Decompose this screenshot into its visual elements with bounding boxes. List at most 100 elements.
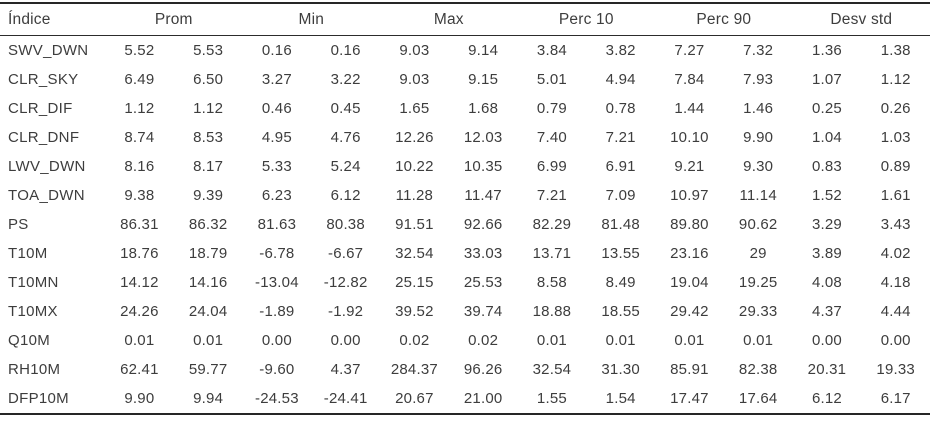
- cell: 0.00: [880, 332, 911, 349]
- row-label: T10M: [8, 245, 48, 262]
- cell: 14.16: [188, 274, 228, 291]
- cell: 6.91: [605, 158, 636, 175]
- cell: -12.82: [323, 274, 368, 291]
- cell: 4.37: [330, 361, 361, 378]
- table-row: LWV_DWN 8.16 8.17 5.33 5.24 10.22 10.35 6.99 6.9…: [0, 152, 930, 181]
- cell: 9.39: [193, 187, 224, 204]
- cell: 0.89: [880, 158, 911, 175]
- cell: 86.31: [120, 216, 159, 233]
- cell: 19.33: [876, 361, 915, 378]
- cell: 3.43: [880, 216, 911, 233]
- cell: 6.12: [811, 390, 842, 407]
- cell: 9.14: [468, 42, 499, 59]
- cell: 6.99: [536, 158, 567, 175]
- table-row: CLR_DIF 1.12 1.12 0.46 0.45 1.65 1.68 0.79 0.78 1…: [0, 94, 930, 123]
- cell: 3.89: [811, 245, 842, 262]
- cell: 8.49: [605, 274, 636, 291]
- cell: 23.16: [670, 245, 709, 262]
- cell: 8.17: [193, 158, 224, 175]
- table-row: SWV_DWN 5.52 5.53 0.16 0.16 9.03 9.14 3.84 3.82 7…: [0, 36, 930, 66]
- cell: 0.01: [536, 332, 567, 349]
- cell: 82.38: [738, 361, 778, 378]
- cell: 1.65: [399, 100, 430, 117]
- cell: 32.54: [532, 361, 572, 378]
- header-row: Índice Prom Min Max Perc 10 Perc 90 Desv…: [0, 3, 930, 36]
- cell: 6.23: [261, 187, 292, 204]
- cell: 1.36: [811, 42, 842, 59]
- cell: 0.79: [536, 100, 567, 117]
- row-label: SWV_DWN: [8, 42, 89, 59]
- row-label: T10MX: [8, 303, 58, 320]
- cell: 9.03: [399, 71, 430, 88]
- column-header-indice: Índice: [0, 3, 105, 36]
- cell: 7.21: [536, 187, 567, 204]
- cell: 0.02: [399, 332, 430, 349]
- cell: 0.00: [261, 332, 292, 349]
- cell: 25.53: [463, 274, 503, 291]
- cell: 20.31: [807, 361, 847, 378]
- cell: 6.12: [330, 187, 361, 204]
- cell: 0.01: [124, 332, 155, 349]
- cell: 29.42: [670, 303, 709, 320]
- cell: 0.02: [468, 332, 499, 349]
- row-label: RH10M: [8, 361, 61, 378]
- cell: 7.93: [743, 71, 774, 88]
- cell: 96.26: [463, 361, 503, 378]
- row-label: DFP10M: [8, 390, 69, 407]
- statistics-table-container: Índice Prom Min Max Perc 10 Perc 90 Desv…: [0, 2, 930, 415]
- cell: 11.14: [739, 187, 777, 204]
- cell: 90.62: [738, 216, 778, 233]
- table-row: T10MX 24.26 24.04 -1.89 -1.92 39.52 39.74 18.88…: [0, 297, 930, 326]
- cell: 0.01: [605, 332, 636, 349]
- cell: -6.78: [259, 245, 295, 262]
- cell: 91.51: [395, 216, 434, 233]
- cell: 4.44: [880, 303, 911, 320]
- cell: 62.41: [120, 361, 159, 378]
- cell: 18.88: [532, 303, 572, 320]
- cell: 0.16: [261, 42, 292, 59]
- cell: 7.40: [536, 129, 567, 146]
- cell: 3.27: [261, 71, 292, 88]
- cell: 5.52: [124, 42, 155, 59]
- cell: 4.37: [811, 303, 842, 320]
- cell: 6.17: [880, 390, 911, 407]
- table-row: T10M 18.76 18.79 -6.78 -6.67 32.54 33.03 13.71 1…: [0, 239, 930, 268]
- cell: 1.07: [811, 71, 842, 88]
- cell: -1.92: [328, 303, 364, 320]
- cell: 7.32: [743, 42, 774, 59]
- cell: 10.10: [670, 129, 709, 146]
- cell: 0.00: [811, 332, 842, 349]
- cell: 18.79: [188, 245, 228, 262]
- cell: 31.30: [601, 361, 640, 378]
- row-label: PS: [8, 216, 29, 233]
- cell: 6.50: [193, 71, 224, 88]
- column-header-desv-std: Desv std: [792, 3, 930, 36]
- cell: 39.74: [463, 303, 503, 320]
- column-header-perc10: Perc 10: [517, 3, 656, 36]
- cell: -24.41: [323, 390, 368, 407]
- row-label: CLR_DIF: [8, 100, 73, 117]
- table-row: TOA_DWN 9.38 9.39 6.23 6.12 11.28 11.47 7.21 7.0…: [0, 181, 930, 210]
- cell: -24.53: [255, 390, 299, 407]
- cell: 3.82: [605, 42, 636, 59]
- cell: 1.04: [811, 129, 842, 146]
- cell: 80.38: [326, 216, 365, 233]
- row-label: TOA_DWN: [8, 187, 85, 204]
- cell: 13.55: [601, 245, 640, 262]
- cell: 7.84: [674, 71, 705, 88]
- cell: 18.55: [601, 303, 640, 320]
- cell: 1.12: [880, 71, 911, 88]
- cell: 18.76: [120, 245, 159, 262]
- cell: 8.16: [124, 158, 155, 175]
- cell: 4.02: [880, 245, 911, 262]
- cell: 3.22: [330, 71, 361, 88]
- cell: -1.89: [259, 303, 295, 320]
- table-row: RH10M 62.41 59.77 -9.60 4.37 284.37 96.26 32.54…: [0, 355, 930, 384]
- cell: 12.26: [395, 129, 434, 146]
- cell: 4.95: [261, 129, 292, 146]
- cell: 81.63: [257, 216, 297, 233]
- cell: 17.47: [670, 390, 709, 407]
- statistics-table: Índice Prom Min Max Perc 10 Perc 90 Desv…: [0, 2, 930, 415]
- cell: 0.00: [330, 332, 361, 349]
- table-row: CLR_SKY 6.49 6.50 3.27 3.22 9.03 9.15 5.01 4.94 7…: [0, 65, 930, 94]
